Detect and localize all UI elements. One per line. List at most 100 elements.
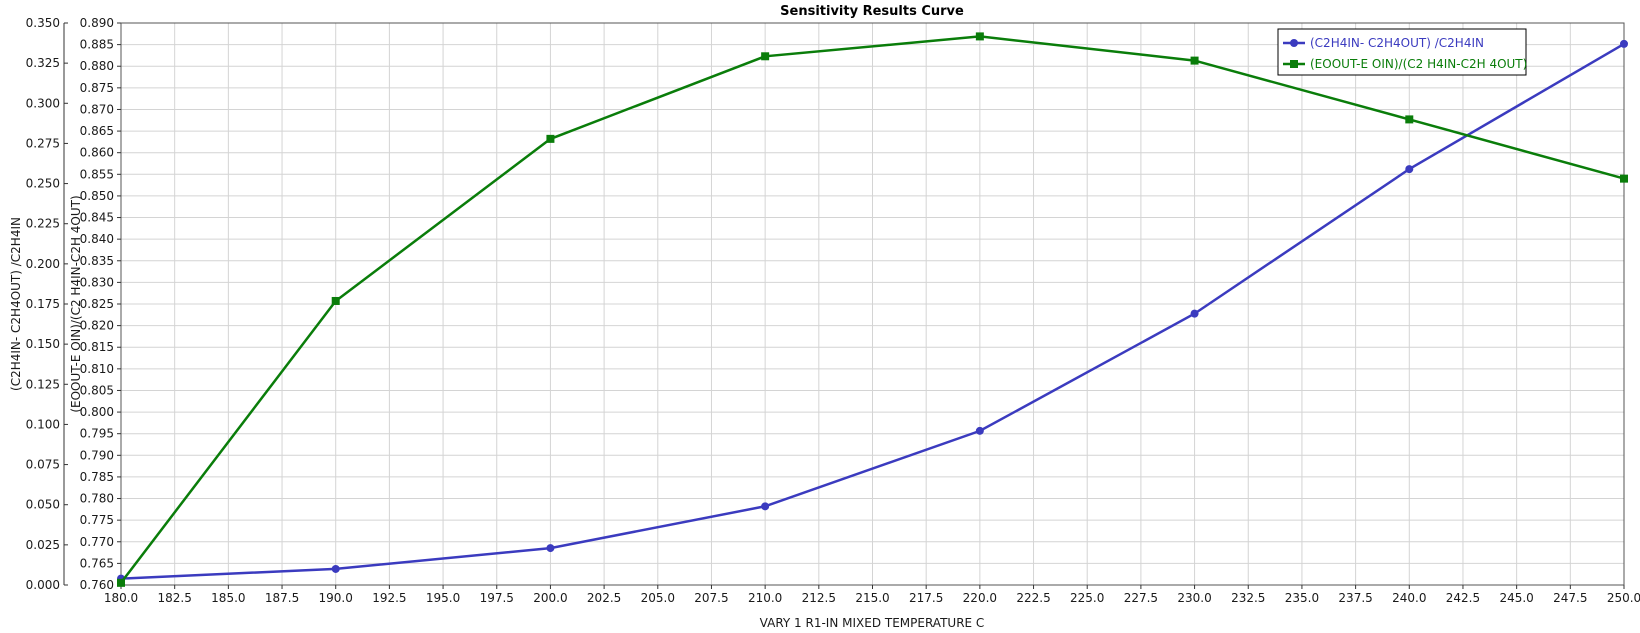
inner-tick-label: 0.835 [80, 254, 114, 268]
inner-tick-label: 0.850 [80, 189, 114, 203]
x-tick-label: 180.0 [104, 591, 138, 605]
x-tick-label: 222.5 [1016, 591, 1050, 605]
x-axis-title: VARY 1 R1-IN MIXED TEMPERATURE C [760, 616, 985, 630]
x-axis: 180.0 182.5 185.0 187.5 190.0 192.5 195.0 197.5… [104, 585, 1640, 605]
x-tick-label: 247.5 [1553, 591, 1587, 605]
legend-marker-series-1 [1290, 39, 1298, 47]
x-tick-label: 232.5 [1231, 591, 1265, 605]
inner-tick-label: 0.790 [80, 448, 114, 462]
grid [120, 22, 1625, 586]
left-tick-label: 0.100 [26, 417, 60, 431]
legend-label-series-1: (C2H4IN- C2H4OUT) /C2H4IN [1310, 36, 1484, 50]
inner-tick-label: 0.860 [80, 146, 114, 160]
left-tick-label: 0.350 [26, 16, 60, 30]
x-tick-label: 230.0 [1177, 591, 1211, 605]
left-y-axis: 0.000 0.025 0.050 0.075 0.100 0.125 0.150 0.175… [26, 16, 68, 592]
series-2-point [1620, 174, 1628, 183]
right-y-axis-title: (EOOUT-E OIN)/(C2 H4IN-C2H 4OUT) [69, 195, 83, 412]
inner-tick-label: 0.875 [80, 81, 114, 95]
inner-tick-label: 0.780 [80, 492, 114, 506]
inner-tick-label: 0.800 [80, 405, 114, 419]
inner-tick-label: 0.880 [80, 59, 114, 73]
x-tick-label: 207.5 [694, 591, 728, 605]
left-y-axis-title: (C2H4IN- C2H4OUT) /C2H4IN [9, 217, 23, 391]
series-1-point [331, 564, 340, 573]
x-tick-label: 245.0 [1499, 591, 1533, 605]
legend: (C2H4IN- C2H4OUT) /C2H4IN (EOOUT-E OIN)/… [1277, 28, 1527, 76]
x-tick-label: 215.0 [855, 591, 889, 605]
x-tick-label: 202.5 [587, 591, 621, 605]
left-tick-label: 0.325 [26, 56, 60, 70]
series-2-point [761, 52, 770, 61]
x-tick-label: 227.5 [1124, 591, 1158, 605]
inner-tick-label: 0.820 [80, 319, 114, 333]
inner-tick-label: 0.885 [80, 38, 114, 52]
series-1-point [1620, 39, 1628, 48]
legend-box [1277, 28, 1527, 76]
left-tick-label: 0.025 [26, 538, 60, 552]
series-1-point [1405, 165, 1414, 174]
series-group [117, 32, 1628, 587]
legend-label-series-2: (EOOUT-E OIN)/(C2 H4IN-C2H 4OUT) [1310, 57, 1527, 71]
x-tick-label: 237.5 [1338, 591, 1372, 605]
x-tick-label: 235.0 [1285, 591, 1319, 605]
inner-tick-label: 0.890 [80, 16, 114, 30]
inner-tick-label: 0.855 [80, 167, 114, 181]
series-1-point [546, 544, 555, 553]
left-tick-label: 0.125 [26, 377, 60, 391]
x-tick-label: 242.5 [1446, 591, 1480, 605]
inner-tick-label: 0.775 [80, 513, 114, 527]
inner-tick-label: 0.785 [80, 470, 114, 484]
left-tick-label: 0.000 [26, 578, 60, 592]
inner-tick-label: 0.815 [80, 340, 114, 354]
series-2-point [1405, 115, 1414, 124]
inner-tick-label: 0.830 [80, 275, 114, 289]
x-tick-label: 182.5 [157, 591, 191, 605]
x-tick-label: 190.0 [319, 591, 353, 605]
legend-marker-series-2 [1290, 60, 1298, 68]
right-y-axis: 0.760 0.765 0.770 0.775 0.780 0.785 0.790 0.795… [80, 16, 121, 592]
chart-title: Sensitivity Results Curve [780, 4, 964, 19]
series-1-point [1190, 309, 1199, 318]
x-tick-label: 187.5 [265, 591, 299, 605]
x-tick-label: 195.0 [426, 591, 460, 605]
inner-tick-label: 0.770 [80, 535, 114, 549]
x-tick-label: 192.5 [372, 591, 406, 605]
inner-tick-label: 0.865 [80, 124, 114, 138]
left-tick-label: 0.250 [26, 177, 60, 191]
x-tick-label: 185.0 [211, 591, 245, 605]
inner-tick-label: 0.810 [80, 362, 114, 376]
series-2-point [975, 32, 984, 41]
x-tick-label: 210.0 [748, 591, 782, 605]
inner-tick-label: 0.840 [80, 232, 114, 246]
series-2-point [546, 134, 555, 143]
series-1-point [761, 502, 770, 511]
inner-tick-label: 0.760 [80, 578, 114, 592]
series-line-1 [120, 42, 1625, 580]
left-tick-label: 0.050 [26, 498, 60, 512]
series-2-point [331, 296, 340, 305]
inner-tick-label: 0.845 [80, 211, 114, 225]
left-tick-label: 0.300 [26, 96, 60, 110]
left-tick-label: 0.275 [26, 136, 60, 150]
x-tick-label: 240.0 [1392, 591, 1426, 605]
series-line-2 [120, 35, 1625, 584]
x-tick-label: 197.5 [480, 591, 514, 605]
inner-tick-label: 0.825 [80, 297, 114, 311]
left-tick-label: 0.175 [26, 297, 60, 311]
inner-tick-label: 0.870 [80, 102, 114, 116]
inner-tick-label: 0.795 [80, 427, 114, 441]
inner-tick-label: 0.805 [80, 383, 114, 397]
left-tick-label: 0.225 [26, 217, 60, 231]
x-tick-label: 217.5 [909, 591, 943, 605]
series-2-point [117, 578, 125, 587]
x-tick-label: 220.0 [963, 591, 997, 605]
x-tick-label: 225.0 [1070, 591, 1104, 605]
series-2-point [1190, 56, 1199, 65]
x-tick-label: 212.5 [802, 591, 836, 605]
series-1-point [975, 426, 984, 435]
x-tick-label: 200.0 [533, 591, 567, 605]
inner-tick-label: 0.765 [80, 556, 114, 570]
